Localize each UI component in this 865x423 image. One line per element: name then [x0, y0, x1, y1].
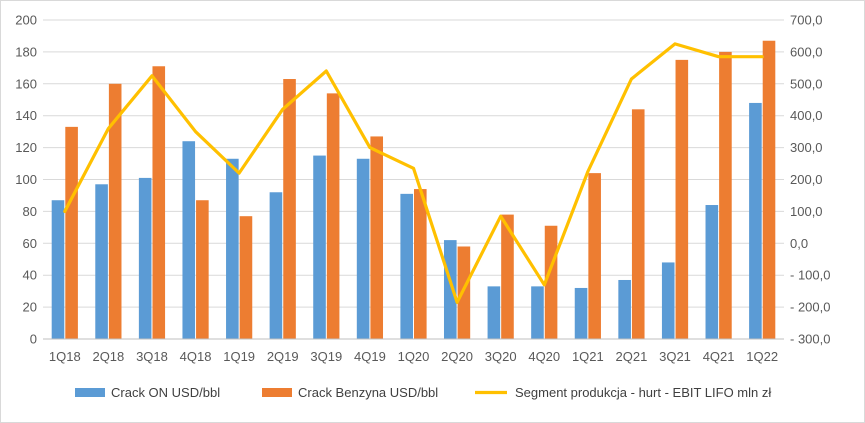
y-right-tick-label: 200,0 — [790, 172, 823, 187]
bar-crack-benzyna — [414, 189, 427, 339]
y-axis-left: 0 20 40 60 80 100 120 140 160 180 200 — [15, 13, 37, 347]
y-right-tick-label: 100,0 — [790, 204, 823, 219]
line-ebit-lifo — [63, 42, 764, 304]
x-tick-label: 4Q21 — [703, 349, 735, 364]
bar-crack-on — [531, 286, 544, 339]
y-left-tick-label: 100 — [15, 172, 37, 187]
bar-crack-benzyna — [457, 246, 471, 339]
y-left-tick-label: 80 — [23, 204, 37, 219]
bar-crack-on — [574, 287, 588, 339]
x-tick-label: 1Q21 — [572, 349, 604, 364]
bar-crack-on — [705, 205, 719, 339]
bars — [51, 40, 776, 340]
bar-crack-on — [443, 240, 457, 339]
y-right-tick-label: 300,0 — [790, 140, 823, 155]
bar-crack-benzyna — [588, 173, 601, 339]
y-left-tick-label: 160 — [15, 76, 37, 91]
x-tick-label: 4Q18 — [180, 349, 212, 364]
y-right-tick-label: 400,0 — [790, 108, 823, 123]
bar-crack-on — [138, 177, 152, 339]
bar-crack-on — [356, 158, 370, 339]
x-tick-label: 4Q20 — [528, 349, 560, 364]
bar-crack-benzyna — [631, 109, 645, 339]
y-left-tick-label: 200 — [15, 13, 37, 28]
legend-label: Crack ON USD/bbl — [111, 385, 220, 400]
bar-crack-benzyna — [675, 59, 689, 339]
legend-swatch — [75, 388, 105, 397]
x-tick-label: 3Q19 — [310, 349, 342, 364]
y-left-tick-label: 120 — [15, 140, 37, 155]
bar-crack-benzyna — [196, 200, 209, 339]
line-series — [63, 42, 764, 304]
x-tick-label: 3Q18 — [136, 349, 168, 364]
y-left-tick-label: 0 — [30, 332, 37, 347]
bar-crack-on — [487, 286, 501, 339]
bar-crack-benzyna — [152, 66, 166, 339]
y-right-tick-label: 0,0 — [790, 236, 808, 251]
y-right-tick-label: 700,0 — [790, 13, 823, 28]
y-left-tick-label: 180 — [15, 44, 37, 59]
bar-crack-benzyna — [544, 225, 558, 339]
bar-crack-on — [749, 102, 762, 339]
y-right-tick-label: 600,0 — [790, 44, 823, 59]
bar-crack-benzyna — [239, 216, 253, 339]
grid-lines — [43, 19, 784, 340]
legend-item-ebit: Segment produkcja - hurt - EBIT LIFO mln… — [475, 385, 771, 400]
x-tick-label: 1Q20 — [398, 349, 430, 364]
bar-crack-on — [400, 193, 413, 339]
legend-item-crack-benzyna: Crack Benzyna USD/bbl — [262, 385, 438, 400]
x-tick-label: 2Q18 — [92, 349, 124, 364]
x-tick-label: 2Q20 — [441, 349, 473, 364]
bar-crack-on — [95, 184, 108, 339]
x-tick-label: 4Q19 — [354, 349, 386, 364]
bar-crack-on — [618, 279, 631, 339]
y-right-tick-label: 500,0 — [790, 76, 823, 91]
bar-crack-on — [269, 192, 283, 339]
legend-label: Segment produkcja - hurt - EBIT LIFO mln… — [515, 385, 771, 400]
y-left-tick-label: 140 — [15, 108, 37, 123]
x-tick-label: 2Q19 — [267, 349, 299, 364]
bar-crack-benzyna — [283, 79, 296, 339]
y-axis-right: - 300,0 - 200,0 - 100,0 0,0 100,0 200,0 300,0 4… — [790, 13, 830, 347]
x-tick-label: 3Q21 — [659, 349, 691, 364]
x-tick-label: 2Q21 — [616, 349, 648, 364]
y-right-tick-label: - 200,0 — [790, 300, 830, 315]
bar-crack-benzyna — [501, 214, 514, 339]
bar-crack-benzyna — [108, 83, 122, 339]
y-left-tick-label: 20 — [23, 300, 37, 315]
y-right-tick-label: - 100,0 — [790, 268, 830, 283]
bar-crack-on — [661, 262, 675, 339]
bar-crack-on — [182, 141, 196, 339]
y-left-tick-label: 40 — [23, 268, 37, 283]
legend-item-crack-on: Crack ON USD/bbl — [75, 385, 220, 400]
x-tick-label: 1Q18 — [49, 349, 81, 364]
legend-label: Crack Benzyna USD/bbl — [298, 385, 438, 400]
x-tick-label: 1Q22 — [746, 349, 778, 364]
bar-crack-benzyna — [65, 126, 78, 340]
y-right-tick-label: - 300,0 — [790, 332, 830, 347]
bar-crack-benzyna — [719, 51, 732, 340]
bar-crack-on — [226, 158, 239, 339]
y-left-tick-label: 60 — [23, 236, 37, 251]
legend-swatch — [262, 388, 292, 397]
bar-crack-on — [51, 200, 65, 339]
x-tick-label: 3Q20 — [485, 349, 517, 364]
legend: Crack ON USD/bbl Crack Benzyna USD/bbl Seg… — [75, 385, 771, 400]
bar-crack-benzyna — [326, 93, 340, 340]
x-tick-label: 1Q19 — [223, 349, 255, 364]
bar-crack-benzyna — [762, 40, 776, 340]
bar-crack-on — [313, 155, 326, 339]
bar-crack-benzyna — [370, 136, 384, 339]
x-axis: 1Q18 2Q18 3Q18 4Q18 1Q19 2Q19 3Q19 4Q19 1Q20 2Q20… — [43, 338, 784, 364]
